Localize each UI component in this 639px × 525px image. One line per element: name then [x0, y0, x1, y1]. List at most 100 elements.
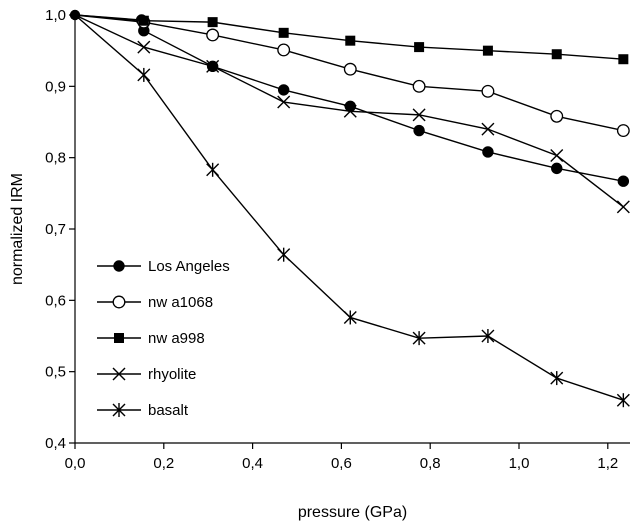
marker-shape	[206, 28, 220, 42]
data-point-nw-a1068	[277, 43, 291, 57]
data-point-nw-a1068	[550, 109, 564, 123]
marker-stroke	[616, 200, 630, 214]
marker-shape	[345, 35, 356, 46]
series-basalt	[74, 14, 630, 408]
x-tick-label: 1,0	[509, 455, 530, 472]
data-point-rhyolite	[137, 40, 151, 54]
marker-shape	[551, 162, 563, 175]
legend-label: basalt	[148, 402, 189, 419]
data-point-nw-a998	[138, 15, 149, 26]
legend-marker	[114, 333, 124, 343]
data-point-nw-a1068	[343, 62, 357, 76]
legend: Los Angeles nw a1068 nw a998 rhyolite basalt	[97, 258, 230, 419]
series-nw-a1068	[74, 14, 630, 138]
x-tick-label: 0,6	[331, 455, 352, 472]
data-point-rhyolite	[206, 59, 220, 73]
series-rhyolite	[74, 14, 630, 214]
data-point-basalt	[343, 310, 357, 325]
marker-shape	[617, 175, 630, 187]
x-tick-label: 0,0	[65, 455, 86, 472]
marker-shape	[344, 100, 356, 113]
marker-shape	[277, 84, 290, 96]
y-tick-label: 0,7	[45, 221, 66, 238]
data-point-basalt	[616, 393, 630, 408]
marker-stroke	[277, 95, 291, 109]
data-point-los-angeles	[413, 124, 425, 137]
data-point-los-angeles	[482, 146, 494, 158]
x-axis-title: pressure (GPa)	[298, 504, 407, 521]
x-tick-label: 0,2	[153, 455, 174, 472]
legend-item-basalt: basalt	[97, 402, 189, 419]
data-point-basalt	[550, 371, 564, 386]
legend-marker	[112, 367, 126, 381]
marker-shape	[412, 79, 426, 93]
marker-shape	[207, 17, 218, 28]
marker-shape	[482, 146, 494, 158]
legend-item-nw-a998: nw a998	[97, 330, 205, 347]
data-point-nw-a998	[207, 17, 218, 28]
y-axis-title: normalized IRM	[9, 173, 26, 285]
marker-stroke	[412, 108, 426, 122]
data-point-basalt	[137, 67, 151, 82]
legend-label: rhyolite	[148, 366, 196, 383]
x-tick-label: 1,2	[597, 455, 618, 472]
marker-shape	[138, 15, 149, 26]
marker-shape	[481, 84, 495, 98]
data-point-nw-a1068	[412, 79, 426, 93]
marker-shape	[413, 124, 425, 137]
marker-shape	[550, 109, 564, 123]
data-point-rhyolite	[412, 108, 426, 122]
y-tick-label: 1,0	[45, 7, 66, 24]
legend-item-rhyolite: rhyolite	[97, 366, 196, 383]
data-point-nw-a998	[618, 54, 629, 65]
data-point-basalt	[206, 162, 220, 177]
marker-shape	[112, 295, 126, 309]
series-nw-a998	[74, 14, 629, 65]
legend-label: nw a1068	[148, 294, 213, 311]
data-point-nw-a998	[278, 27, 289, 38]
marker-shape	[277, 43, 291, 57]
marker-stroke	[112, 367, 126, 381]
y-tick-label: 0,8	[45, 150, 66, 167]
y-tick-label: 0,6	[45, 292, 66, 309]
x-tick-label: 0,8	[420, 455, 441, 472]
marker-shape	[114, 333, 124, 343]
legend-marker	[112, 403, 126, 417]
y-tick-label: 0,5	[45, 364, 66, 381]
legend-label: Los Angeles	[148, 258, 230, 275]
marker-stroke	[343, 104, 357, 118]
data-point-nw-a998	[414, 42, 425, 53]
marker-shape	[616, 124, 630, 138]
data-point-nw-a998	[345, 35, 356, 46]
axes: 0,4 0,5 0,6 0,7 0,8 0,9 1,0 0,0 0,2 0,4 0,6 0,8 1,0 1…	[45, 7, 630, 472]
data-point-rhyolite	[550, 149, 564, 163]
marker-shape	[414, 42, 425, 53]
marker-stroke	[550, 149, 564, 163]
marker-shape	[113, 260, 125, 272]
data-point-nw-a998	[482, 45, 493, 56]
legend-item-nw-a1068: nw a1068	[97, 294, 213, 311]
data-point-nw-a1068	[206, 28, 220, 42]
data-point-basalt	[277, 247, 291, 262]
data-point-rhyolite	[616, 200, 630, 214]
marker-shape	[618, 54, 629, 65]
legend-marker	[112, 295, 126, 309]
data-point-basalt	[412, 331, 426, 346]
data-point-rhyolite	[343, 104, 357, 118]
data-point-los-angeles	[617, 175, 630, 187]
legend-label: nw a998	[148, 330, 205, 347]
marker-shape	[278, 27, 289, 38]
data-point-origin	[69, 9, 81, 21]
data-point-basalt	[481, 329, 495, 343]
data-point-los-angeles	[551, 162, 563, 175]
x-tick-label: 0,4	[242, 455, 263, 472]
marker-shape	[482, 45, 493, 56]
y-tick-label: 0,4	[45, 435, 66, 452]
data-point-nw-a998	[551, 49, 562, 60]
legend-item-los-angeles: Los Angeles	[97, 258, 230, 275]
series-layer	[69, 9, 630, 408]
marker-shape	[343, 62, 357, 76]
data-point-nw-a1068	[481, 84, 495, 98]
y-tick-label: 0,9	[45, 78, 66, 95]
data-point-los-angeles	[277, 84, 290, 96]
